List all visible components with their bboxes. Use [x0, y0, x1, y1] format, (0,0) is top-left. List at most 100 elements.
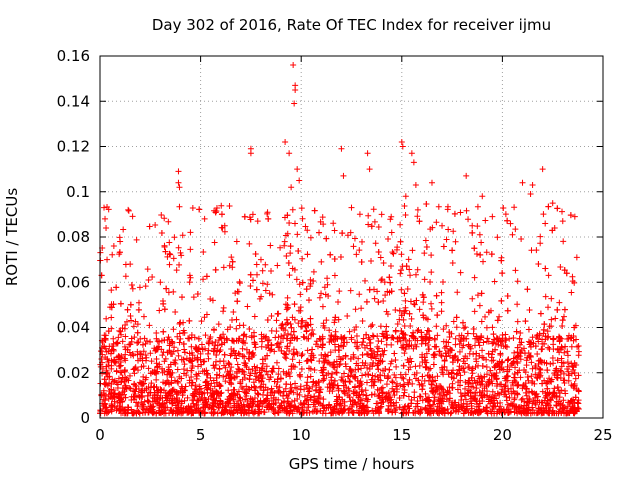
data-point [411, 394, 418, 401]
data-point [184, 394, 191, 401]
data-point [565, 368, 572, 375]
data-point [421, 276, 428, 283]
data-point [563, 410, 570, 417]
data-point [143, 385, 150, 392]
data-point [153, 355, 160, 362]
data-point [517, 356, 524, 363]
data-point [407, 355, 414, 362]
data-point [143, 338, 150, 345]
data-point [239, 345, 246, 352]
data-point [402, 331, 409, 338]
data-point [188, 343, 195, 350]
data-point [426, 408, 433, 415]
data-point [207, 374, 214, 381]
data-point [524, 406, 531, 413]
data-point [559, 317, 566, 324]
data-point [359, 339, 366, 346]
data-point [538, 399, 545, 406]
data-point [548, 323, 555, 330]
data-point [457, 372, 464, 379]
data-point [284, 230, 291, 237]
data-point [175, 379, 182, 386]
data-point [299, 317, 306, 324]
data-point [250, 277, 257, 284]
data-point [240, 332, 247, 339]
data-point [304, 379, 311, 386]
data-point [327, 251, 334, 258]
data-point [333, 358, 340, 365]
data-point [276, 384, 283, 391]
data-point [286, 220, 293, 227]
data-point [547, 360, 554, 367]
data-point [193, 373, 200, 380]
data-point [483, 324, 490, 331]
data-point [249, 211, 256, 218]
data-point [180, 329, 187, 336]
data-point [114, 339, 121, 346]
data-point [180, 405, 187, 412]
data-point [212, 266, 219, 273]
y-tick-label: 0.16 [57, 47, 90, 65]
data-point [553, 365, 560, 372]
data-point [458, 397, 465, 404]
data-point [382, 395, 389, 402]
data-point [229, 258, 236, 265]
data-point [393, 383, 400, 390]
x-tick-label: 25 [593, 426, 612, 444]
data-point [473, 398, 480, 405]
data-point [387, 262, 394, 269]
data-point [159, 395, 166, 402]
data-point [402, 304, 409, 311]
data-point [147, 338, 154, 345]
data-point [265, 215, 272, 222]
data-point [253, 261, 260, 268]
data-point [533, 374, 540, 381]
data-point [365, 221, 372, 228]
data-point [544, 385, 551, 392]
data-point [266, 290, 273, 297]
data-point [127, 372, 133, 379]
data-point [233, 325, 240, 332]
data-point [310, 379, 317, 386]
data-point [175, 168, 182, 175]
data-point [235, 288, 242, 295]
data-point [165, 334, 172, 341]
data-point [152, 221, 159, 228]
data-point [536, 365, 543, 372]
data-point [237, 380, 244, 387]
data-point [102, 215, 109, 222]
data-point [132, 318, 139, 325]
data-point [386, 366, 393, 373]
data-point [559, 323, 566, 330]
data-point [114, 381, 121, 388]
data-point [445, 371, 452, 378]
data-point [479, 193, 486, 200]
data-point [535, 371, 542, 378]
data-point [199, 397, 206, 404]
data-point [377, 358, 384, 365]
data-point [458, 393, 465, 400]
data-point [260, 387, 267, 394]
data-point [415, 326, 422, 333]
data-point [288, 324, 295, 331]
data-point [338, 342, 345, 349]
data-point [519, 382, 526, 389]
y-tick-label: 0.08 [57, 228, 90, 246]
data-point [517, 374, 524, 381]
data-point [408, 150, 415, 157]
data-point [353, 251, 360, 258]
data-point [282, 138, 289, 145]
data-point [359, 372, 366, 379]
data-point [524, 354, 531, 361]
data-point [397, 382, 404, 389]
data-point [380, 298, 387, 305]
data-point [270, 394, 277, 401]
data-point [122, 384, 129, 391]
data-point [160, 300, 167, 307]
data-point [136, 284, 143, 291]
data-point [234, 298, 241, 305]
data-point [214, 371, 221, 378]
data-point [318, 258, 325, 265]
data-point [393, 406, 400, 413]
data-point [167, 251, 174, 258]
